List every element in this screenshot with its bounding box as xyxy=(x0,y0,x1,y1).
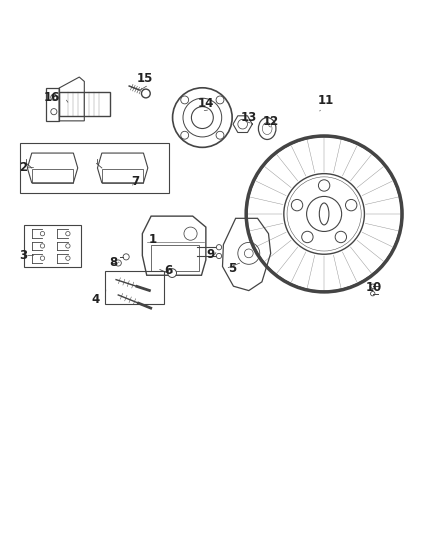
Circle shape xyxy=(216,253,222,259)
Text: 7: 7 xyxy=(132,175,140,188)
Text: 14: 14 xyxy=(198,96,214,110)
Text: 2: 2 xyxy=(19,161,27,174)
Circle shape xyxy=(123,254,129,260)
Text: 16: 16 xyxy=(43,91,60,104)
Circle shape xyxy=(141,89,150,98)
Bar xyxy=(24,225,81,266)
Text: 5: 5 xyxy=(228,262,236,275)
Text: 10: 10 xyxy=(365,281,382,294)
Bar xyxy=(20,142,169,193)
Text: 1: 1 xyxy=(148,233,156,246)
Bar xyxy=(32,169,73,183)
Circle shape xyxy=(216,245,222,250)
Text: 12: 12 xyxy=(262,116,279,128)
Text: 11: 11 xyxy=(318,94,335,107)
Text: 4: 4 xyxy=(92,293,99,306)
Bar xyxy=(151,245,199,271)
Bar xyxy=(105,271,164,304)
Bar xyxy=(102,169,143,183)
Text: 6: 6 xyxy=(165,264,173,277)
Text: 15: 15 xyxy=(136,71,153,85)
Text: 3: 3 xyxy=(19,249,27,262)
Text: 9: 9 xyxy=(206,248,214,261)
Polygon shape xyxy=(233,116,252,133)
Bar xyxy=(59,92,110,117)
Circle shape xyxy=(168,269,177,278)
Text: 8: 8 xyxy=(109,256,117,270)
Text: 13: 13 xyxy=(240,111,257,124)
Circle shape xyxy=(115,260,121,266)
